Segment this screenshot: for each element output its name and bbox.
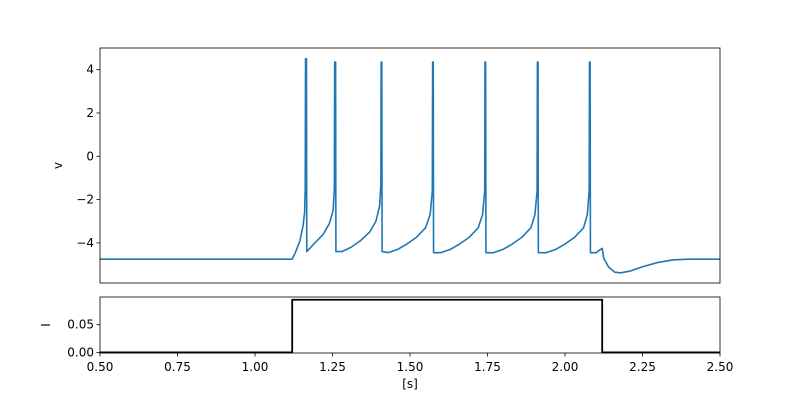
x-tick-label: 0.75 xyxy=(164,360,191,374)
axes-frame xyxy=(99,296,721,354)
x-tick-label: 1.00 xyxy=(242,360,269,374)
y-tick-label: 0.05 xyxy=(67,318,94,332)
axes-frame xyxy=(99,47,721,284)
x-tick-label: 0.50 xyxy=(87,360,114,374)
x-tick-label: 2.00 xyxy=(552,360,579,374)
y-tick-label: −2 xyxy=(76,193,94,207)
y-tick-label: 0.00 xyxy=(67,345,94,359)
y-axis-label: I xyxy=(39,323,53,327)
y-tick-label: 0 xyxy=(86,149,94,163)
current-panel: 0.00 0.05 0.50 0.75 1.00 1.25 1.50 1.75 2.00 2.25… xyxy=(39,296,734,391)
x-tick-label: 2.25 xyxy=(629,360,656,374)
x-tick-label: 1.25 xyxy=(319,360,346,374)
x-tick-label: 1.75 xyxy=(474,360,501,374)
series-line-1-0 xyxy=(100,298,720,354)
x-tick-label: 1.50 xyxy=(397,360,424,374)
x-tick-label: 2.50 xyxy=(707,360,734,374)
y-tick-label: 2 xyxy=(86,106,94,120)
voltage-panel: 4 2 0 −2 −4 v xyxy=(51,47,721,284)
x-axis-label: [s] xyxy=(402,377,418,391)
y-tick-label: −4 xyxy=(76,236,94,250)
series-line-0-0 xyxy=(100,58,720,274)
y-tick-label: 4 xyxy=(86,63,94,77)
y-axis-label: v xyxy=(51,162,65,169)
